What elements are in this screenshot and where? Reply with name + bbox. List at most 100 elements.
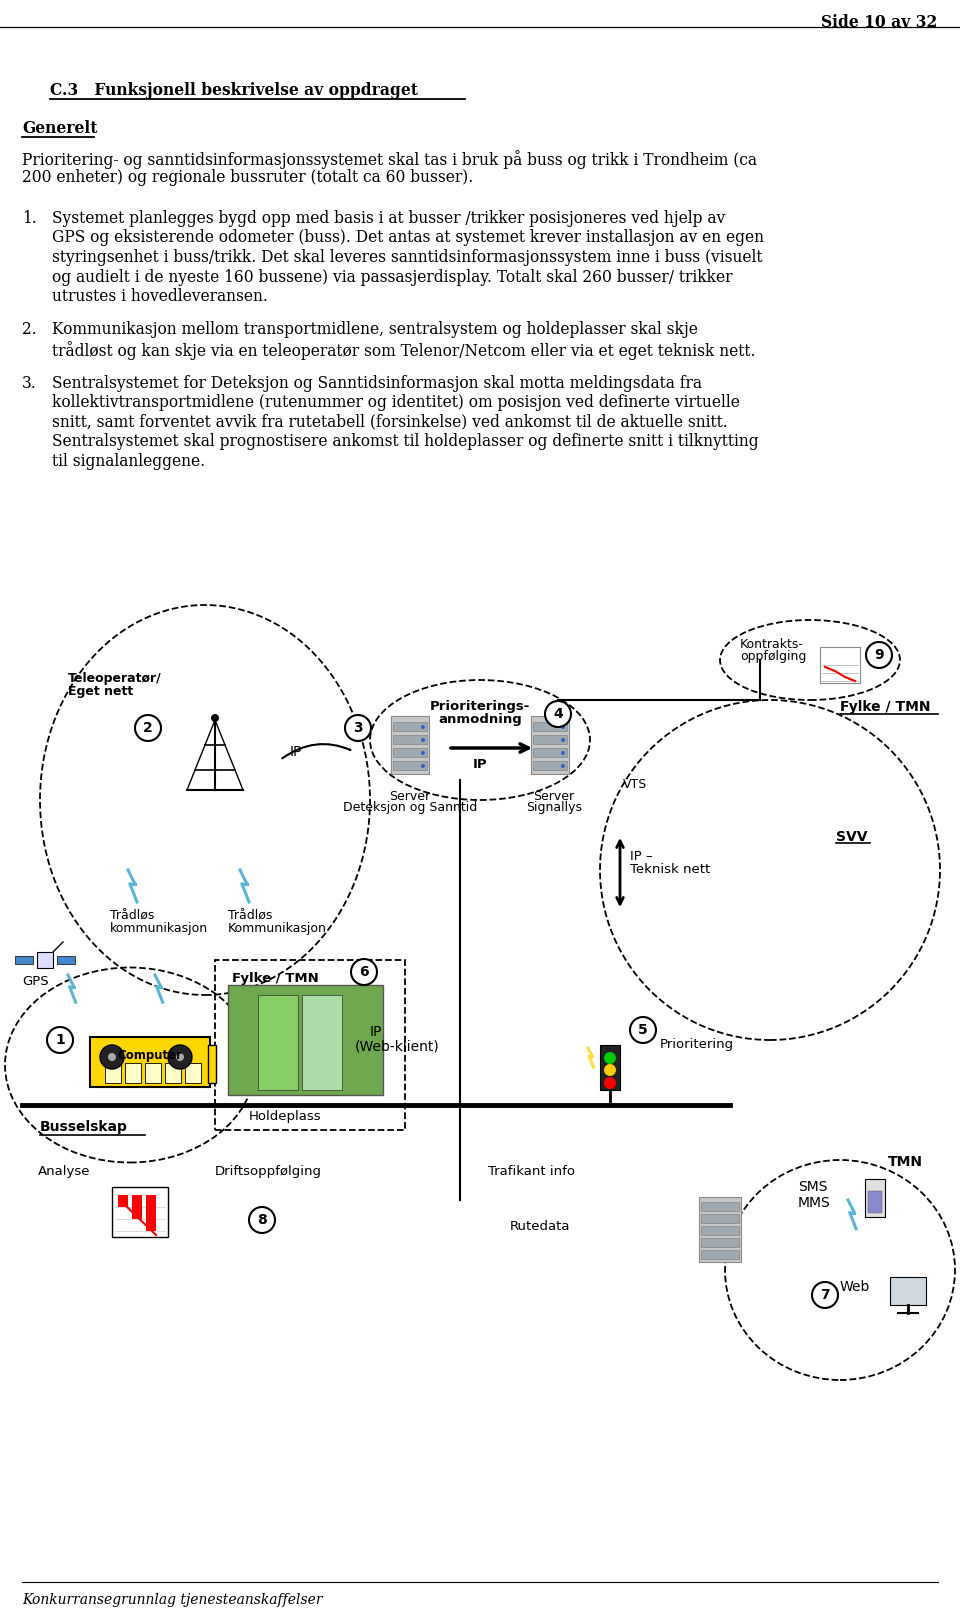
Circle shape	[545, 702, 571, 728]
Text: til signalanleggene.: til signalanleggene.	[52, 453, 205, 469]
Text: Side 10 av 32: Side 10 av 32	[821, 15, 937, 31]
Text: Kontrakts-: Kontrakts-	[740, 639, 804, 652]
Bar	[393, 723, 427, 731]
Text: Prioritering- og sanntidsinformasjonssystemet skal tas i bruk på buss og trikk i: Prioritering- og sanntidsinformasjonssys…	[22, 150, 757, 168]
Bar	[228, 985, 383, 1095]
Text: Eget nett: Eget nett	[68, 686, 133, 699]
Circle shape	[176, 1053, 184, 1061]
Text: Server: Server	[390, 791, 431, 804]
Text: Konkurransegrunnlag tjenesteanskaffelser: Konkurransegrunnlag tjenesteanskaffelser	[22, 1593, 323, 1607]
Circle shape	[630, 1017, 656, 1043]
Bar	[533, 736, 567, 744]
Text: 7: 7	[820, 1289, 829, 1302]
Text: C.3   Funksjonell beskrivelse av oppdraget: C.3 Funksjonell beskrivelse av oppdraget	[50, 82, 418, 99]
Bar	[90, 1036, 210, 1087]
Bar	[165, 1062, 181, 1083]
Text: 2.: 2.	[22, 322, 36, 338]
Text: Trafikant info: Trafikant info	[488, 1164, 575, 1179]
Bar	[15, 956, 33, 964]
Circle shape	[604, 1064, 616, 1075]
Text: SVV: SVV	[836, 830, 868, 844]
Bar	[701, 1239, 739, 1247]
Text: 2: 2	[143, 721, 153, 736]
Circle shape	[249, 1206, 275, 1234]
Circle shape	[561, 737, 565, 742]
Circle shape	[421, 724, 425, 729]
Text: 6: 6	[359, 965, 369, 978]
Bar	[533, 723, 567, 731]
Circle shape	[108, 1053, 116, 1061]
Circle shape	[561, 750, 565, 755]
Text: Computer: Computer	[117, 1048, 182, 1061]
Text: utrustes i hovedleveransen.: utrustes i hovedleveransen.	[52, 288, 268, 306]
Bar	[393, 762, 427, 770]
Bar	[393, 749, 427, 757]
Bar	[391, 716, 429, 775]
Circle shape	[135, 715, 161, 741]
Circle shape	[812, 1282, 838, 1308]
Text: GPS: GPS	[22, 975, 49, 988]
Text: trådløst og kan skje via en teleoperatør som Telenor/Netcom eller via et eget te: trådløst og kan skje via en teleoperatør…	[52, 341, 756, 361]
Text: Analyse: Analyse	[38, 1164, 90, 1179]
Text: Prioritering: Prioritering	[660, 1038, 734, 1051]
Circle shape	[604, 1077, 616, 1088]
Bar	[868, 1192, 882, 1213]
Text: Fylke / TMN: Fylke / TMN	[840, 700, 930, 715]
Text: Sentralsystemet for Deteksjon og Sanntidsinformasjon skal motta meldingsdata fra: Sentralsystemet for Deteksjon og Sanntid…	[52, 375, 702, 391]
Text: Systemet planlegges bygd opp med basis i at busser /trikker posisjoneres ved hje: Systemet planlegges bygd opp med basis i…	[52, 210, 725, 226]
Text: Holdeplass: Holdeplass	[249, 1109, 322, 1122]
Text: Server: Server	[534, 791, 575, 804]
Bar	[533, 749, 567, 757]
Circle shape	[168, 1045, 192, 1069]
Text: oppfølging: oppfølging	[740, 650, 806, 663]
Text: 1: 1	[55, 1033, 65, 1046]
Text: kollektivtransportmidlene (rutenummer og identitet) om posisjon ved definerte vi: kollektivtransportmidlene (rutenummer og…	[52, 395, 740, 411]
Text: (Web-klient): (Web-klient)	[355, 1040, 440, 1054]
Bar	[699, 1197, 741, 1261]
Text: Generelt: Generelt	[22, 120, 98, 137]
Bar	[37, 952, 53, 969]
Bar	[393, 736, 427, 744]
Bar	[701, 1201, 739, 1211]
Text: 5: 5	[638, 1024, 648, 1036]
Text: IP: IP	[370, 1025, 382, 1040]
Bar	[701, 1226, 739, 1235]
Text: TMN: TMN	[888, 1155, 923, 1169]
Circle shape	[351, 959, 377, 985]
Text: IP: IP	[290, 745, 302, 758]
FancyArrowPatch shape	[282, 744, 350, 758]
Text: 9: 9	[875, 648, 884, 661]
Bar	[215, 960, 405, 1130]
Bar	[132, 1195, 142, 1219]
Text: Trådløs: Trådløs	[110, 910, 155, 923]
Text: IP: IP	[472, 758, 488, 771]
Text: VTS: VTS	[623, 778, 647, 791]
Circle shape	[211, 715, 219, 723]
Text: snitt, samt forventet avvik fra rutetabell (forsinkelse) ved ankomst til de aktu: snitt, samt forventet avvik fra rutetabe…	[52, 414, 728, 430]
Circle shape	[100, 1045, 124, 1069]
Circle shape	[421, 737, 425, 742]
Text: Rutedata: Rutedata	[510, 1219, 570, 1234]
Text: Fylke / TMN: Fylke / TMN	[232, 972, 319, 985]
Bar	[145, 1062, 161, 1083]
Text: Kommunikasjon mellom transportmidlene, sentralsystem og holdeplasser skal skje: Kommunikasjon mellom transportmidlene, s…	[52, 322, 698, 338]
Text: anmodning: anmodning	[438, 713, 522, 726]
Text: 3: 3	[353, 721, 363, 736]
Bar	[185, 1062, 201, 1083]
Bar	[890, 1277, 926, 1305]
Text: Driftsoppfølging: Driftsoppfølging	[215, 1164, 322, 1179]
Circle shape	[604, 1053, 616, 1064]
Text: og audielt i de nyeste 160 bussene) via passasjerdisplay. Totalt skal 260 busser: og audielt i de nyeste 160 bussene) via …	[52, 268, 732, 286]
Text: IP –: IP –	[630, 851, 653, 863]
Text: SMS: SMS	[798, 1180, 828, 1193]
Bar	[820, 647, 860, 682]
Bar	[531, 716, 569, 775]
Bar	[112, 1187, 168, 1237]
Bar	[57, 956, 75, 964]
Text: 3.: 3.	[22, 375, 36, 391]
Text: Trådløs: Trådløs	[228, 910, 273, 923]
Circle shape	[345, 715, 371, 741]
Bar	[533, 762, 567, 770]
Bar	[600, 1045, 620, 1090]
Bar	[701, 1250, 739, 1260]
